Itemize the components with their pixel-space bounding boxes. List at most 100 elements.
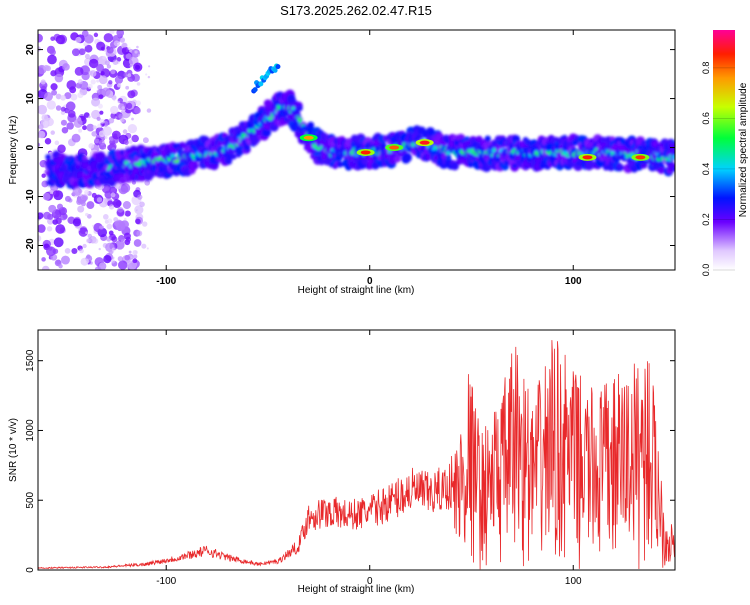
hot-spot xyxy=(635,155,646,160)
noise-speck xyxy=(77,228,81,232)
noise-speck xyxy=(57,144,66,153)
noise-speck xyxy=(114,181,122,190)
noise-speck xyxy=(51,89,58,96)
noise-speck xyxy=(73,118,83,128)
colorbar-tick-label: 0.0 xyxy=(701,264,711,277)
noise-speck xyxy=(78,227,88,237)
noise-speck xyxy=(137,54,141,57)
noise-speck xyxy=(136,82,141,86)
noise-speck xyxy=(124,210,131,217)
noise-speck xyxy=(97,123,102,129)
noise-speck xyxy=(67,110,76,118)
noise-speck xyxy=(41,173,46,178)
noise-speck xyxy=(109,137,114,141)
ridge-point xyxy=(307,121,315,129)
noise-speck xyxy=(38,130,46,139)
noise-speck xyxy=(77,205,85,213)
noise-speck xyxy=(124,254,131,261)
y-tick-label: 20 xyxy=(25,44,36,56)
noise-speck xyxy=(91,192,97,198)
noise-speck xyxy=(112,199,122,208)
y-tick-label: 500 xyxy=(25,491,36,508)
noise-speck xyxy=(84,34,94,44)
noise-speck xyxy=(136,230,143,237)
ridge-point xyxy=(466,144,473,150)
y-tick-label: 0 xyxy=(25,567,36,573)
noise-speck xyxy=(50,70,57,77)
noise-speck xyxy=(87,115,91,119)
noise-speck xyxy=(127,46,131,50)
noise-speck xyxy=(106,46,114,54)
noise-speck xyxy=(117,206,124,213)
noise-speck xyxy=(121,42,128,48)
noise-speck xyxy=(136,209,143,215)
noise-speck xyxy=(107,144,113,151)
noise-speck xyxy=(78,48,86,56)
noise-speck xyxy=(98,247,101,251)
noise-speck xyxy=(111,95,117,101)
noise-speck xyxy=(148,65,151,68)
noise-speck xyxy=(135,100,141,106)
noise-speck xyxy=(135,218,141,225)
noise-speck xyxy=(132,258,138,264)
noise-speck xyxy=(93,222,103,233)
ridge-point xyxy=(263,99,273,108)
noise-speck xyxy=(92,224,95,227)
snr-series-line xyxy=(38,340,675,570)
noise-speck xyxy=(77,79,83,85)
noise-speck xyxy=(86,254,91,259)
noise-speck xyxy=(42,120,49,127)
noise-speck xyxy=(87,233,92,239)
ridge-core xyxy=(672,154,675,160)
noise-speck xyxy=(55,35,66,45)
ridge-point xyxy=(319,160,325,166)
noise-speck xyxy=(85,231,88,235)
noise-speck xyxy=(96,63,104,72)
noise-speck xyxy=(80,201,86,207)
noise-speck xyxy=(38,104,48,115)
noise-speck xyxy=(119,37,126,43)
noise-speck xyxy=(55,224,66,234)
noise-speck xyxy=(130,256,133,259)
noise-speck xyxy=(38,212,44,220)
noise-speck xyxy=(97,103,103,109)
noise-speck xyxy=(111,130,121,140)
harmonic-point xyxy=(258,81,264,87)
noise-speck xyxy=(55,217,62,225)
noise-speck xyxy=(82,243,87,249)
noise-speck xyxy=(50,130,55,135)
noise-speck xyxy=(96,116,101,121)
snr-xlabel: Height of straight line (km) xyxy=(298,584,415,595)
noise-speck xyxy=(123,72,129,78)
noise-speck xyxy=(81,194,89,202)
noise-speck xyxy=(38,33,43,43)
noise-speck xyxy=(134,107,141,114)
noise-speck xyxy=(110,69,116,75)
ridge-point xyxy=(393,155,401,163)
noise-speck xyxy=(43,211,51,220)
noise-speck xyxy=(117,100,120,104)
noise-speck xyxy=(40,79,46,85)
noise-speck xyxy=(85,212,89,217)
y-tick-label: 10 xyxy=(25,93,36,105)
noise-speck xyxy=(103,33,114,43)
noise-speck xyxy=(46,246,56,257)
noise-speck xyxy=(114,116,118,119)
noise-speck xyxy=(146,108,152,113)
noise-speck xyxy=(99,139,105,146)
colorbar-tick-label: 0.6 xyxy=(701,112,711,125)
noise-speck xyxy=(92,238,99,244)
noise-speck xyxy=(86,123,95,132)
noise-speck xyxy=(66,80,77,90)
noise-speck xyxy=(49,49,56,56)
noise-speck xyxy=(84,44,93,53)
colorbar-tick-label: 0.8 xyxy=(701,62,711,75)
noise-speck xyxy=(92,125,97,130)
noise-speck xyxy=(118,260,128,270)
noise-speck xyxy=(126,102,133,110)
noise-speck xyxy=(113,99,116,102)
noise-speck xyxy=(103,254,112,264)
